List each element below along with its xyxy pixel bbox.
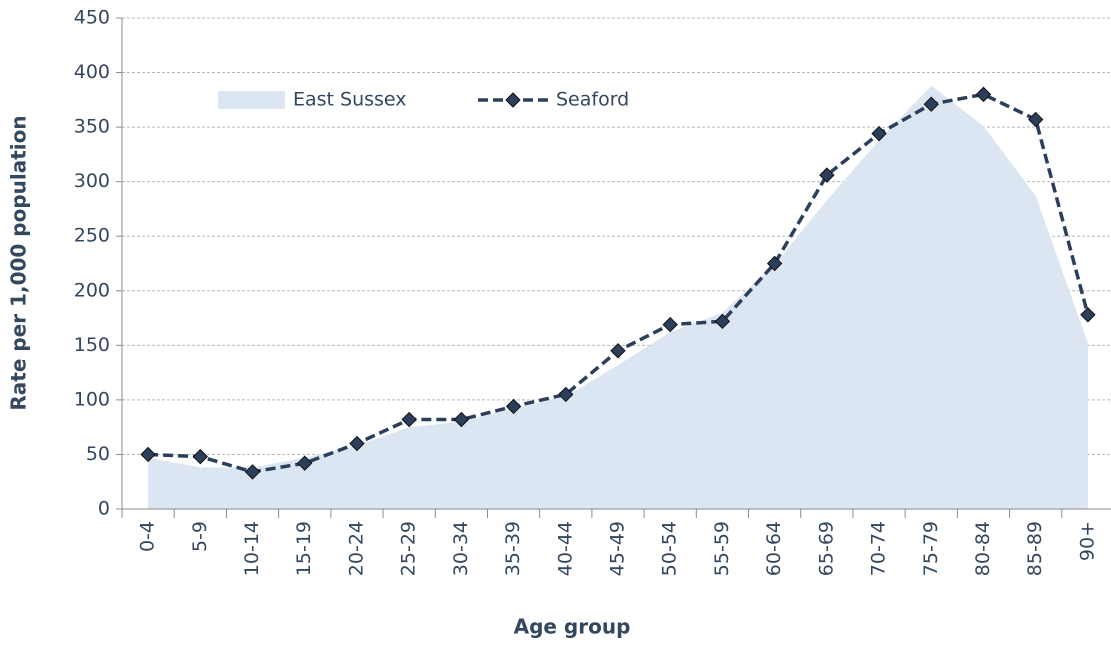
- x-tick-label: 45-49: [607, 521, 629, 576]
- marker: [140, 446, 156, 463]
- marker: [662, 316, 678, 333]
- marker: [558, 386, 574, 403]
- marker: [297, 455, 313, 471]
- x-tick-label: 25-29: [398, 521, 420, 576]
- x-tick-label: 10-14: [241, 521, 263, 576]
- marker: [244, 464, 261, 480]
- plot: [140, 85, 1096, 509]
- area: [148, 85, 1088, 509]
- y-tick-label: 50: [86, 443, 110, 465]
- y-tick-label: 300: [74, 170, 110, 192]
- marker: [871, 125, 887, 142]
- x-tick-label: 75-79: [920, 521, 942, 576]
- axes: 0 50 100 150 200 250 300 350 400 450 0-4 5-9 10-14 15…: [74, 7, 1111, 576]
- marker: [923, 96, 939, 112]
- x-tick-label: 35-39: [502, 521, 524, 576]
- marker: [1027, 111, 1044, 128]
- marker: [610, 343, 626, 359]
- x-tick-label: 5-9: [189, 521, 211, 552]
- x-axis-label: Age group: [514, 615, 631, 639]
- marker: [819, 167, 835, 183]
- y-tick-label: 350: [74, 116, 110, 138]
- marker: [349, 435, 365, 452]
- x-tick-label: 55-59: [711, 521, 733, 576]
- y-tick-label: 0: [98, 498, 110, 520]
- x-tick-label: 70-74: [868, 521, 890, 576]
- marker: [766, 255, 783, 272]
- x-tick-label: 0-4: [137, 521, 159, 552]
- y-axis-label: Rate per 1,000 population: [7, 115, 31, 410]
- x-tick-label: 65-69: [815, 521, 837, 576]
- marker: [505, 398, 522, 415]
- x-tick-label: 20-24: [345, 521, 367, 576]
- y-tick-label: 150: [74, 334, 110, 356]
- x-tick-label: 80-84: [972, 521, 994, 576]
- y-tick-label: 200: [74, 279, 110, 301]
- legend-marker: [505, 92, 521, 108]
- x-tick-label: 30-34: [450, 521, 472, 576]
- x-tick-label: 90+: [1076, 521, 1098, 561]
- x-tick-label: 85-89: [1024, 521, 1046, 576]
- marker: [192, 448, 209, 465]
- y-tick-label: 450: [74, 7, 110, 29]
- marker: [453, 411, 470, 428]
- y-tick-label: 400: [74, 61, 110, 83]
- y-tick-label: 250: [74, 225, 110, 247]
- x-tick-label: 40-44: [554, 521, 576, 576]
- legend-label: East Sussex: [293, 89, 407, 111]
- marker: [401, 411, 417, 428]
- grid: [122, 17, 1111, 455]
- marker: [1080, 307, 1096, 323]
- legend-label: Seaford: [556, 89, 629, 111]
- y-tick-label: 100: [74, 388, 110, 410]
- x-tick-label: 15-19: [293, 521, 315, 576]
- x-tick-label: 50-54: [659, 521, 681, 576]
- legend-swatch: [218, 91, 285, 109]
- marker: [975, 86, 992, 103]
- x-tick-label: 60-64: [763, 521, 785, 576]
- marker: [714, 313, 731, 330]
